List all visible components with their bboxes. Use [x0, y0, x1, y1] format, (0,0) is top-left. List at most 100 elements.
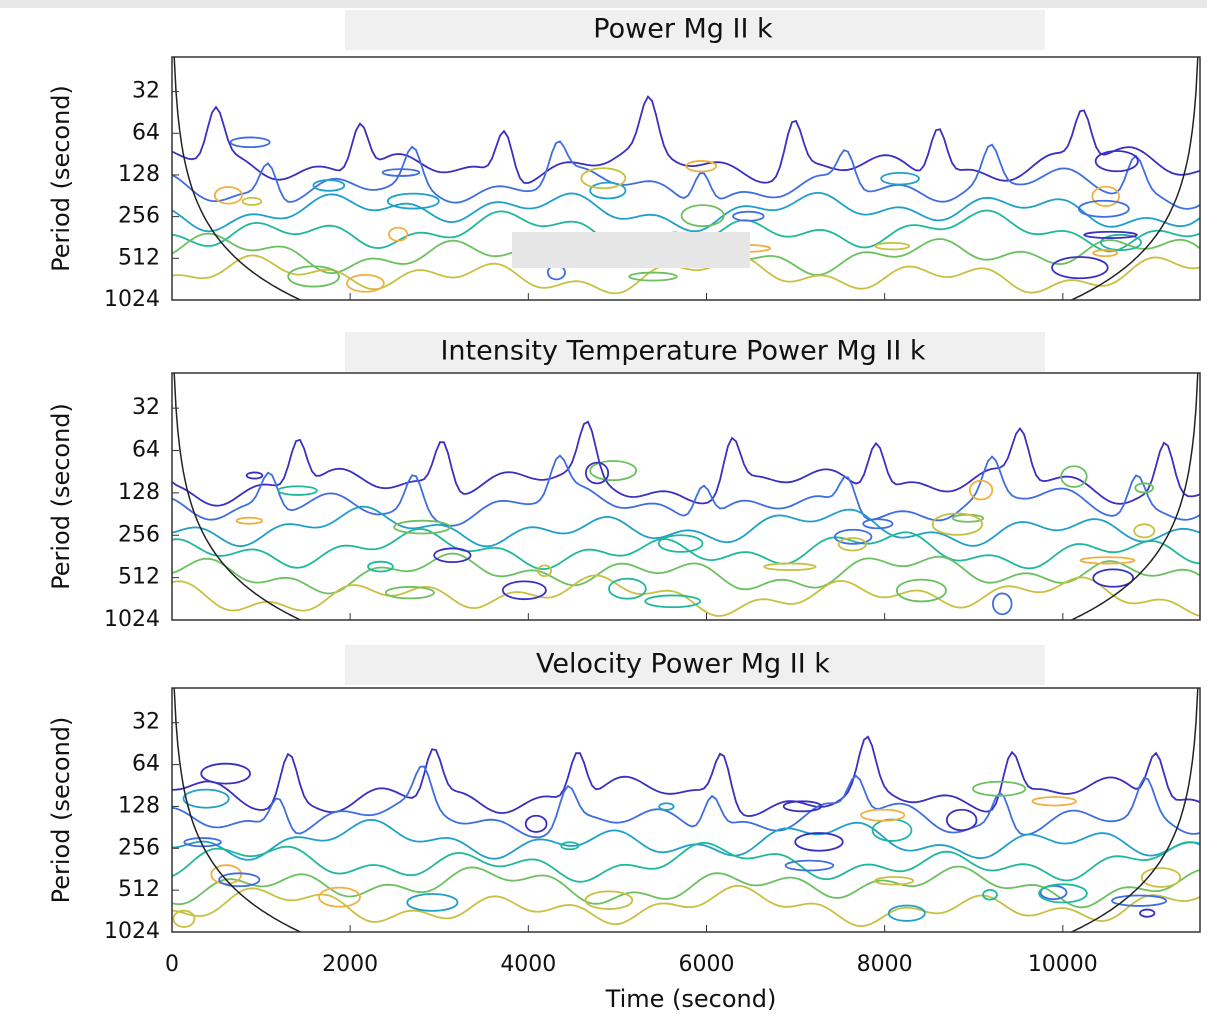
contour-loop: [235, 516, 264, 525]
y-tick-label: 256: [118, 522, 160, 547]
contour-loop: [874, 242, 911, 251]
contour-line: [172, 254, 1200, 295]
contour-loop: [657, 534, 704, 553]
contours: [172, 373, 1200, 620]
plot-frame: [171, 372, 1201, 621]
contour-loop: [589, 181, 627, 200]
contour-line: [172, 574, 1200, 617]
contour-loop: [1133, 523, 1156, 539]
contour-loop: [406, 893, 459, 912]
title-band: [345, 332, 1045, 372]
contour-loop: [388, 226, 409, 242]
contour-loop: [1079, 556, 1136, 565]
contour-loop: [1134, 482, 1155, 494]
contour-loop: [874, 876, 915, 886]
contour-loop: [1051, 256, 1109, 280]
contour-loop: [794, 832, 844, 852]
contour-loop: [862, 518, 894, 530]
x-tick-label: 2000: [322, 952, 378, 977]
contour-loop: [784, 859, 835, 872]
contour-loop: [580, 167, 627, 190]
y-tick-label: 512: [118, 877, 160, 902]
contour-loop: [537, 564, 553, 578]
contour-loop: [200, 762, 251, 785]
contour-loop: [680, 204, 725, 228]
cone-of-influence: [1069, 688, 1200, 932]
plot-frame: [171, 687, 1201, 933]
y-axis-label: Period (second): [47, 403, 75, 590]
y-tick-label: 128: [118, 480, 160, 505]
y-tick-label: 1024: [104, 287, 160, 312]
contour-line: [172, 865, 1200, 909]
contour-loop: [524, 814, 548, 833]
contour-loop: [608, 577, 647, 600]
contour-loop: [584, 461, 610, 485]
contours: [172, 688, 1200, 932]
cone-of-influence: [172, 688, 303, 932]
contour-loop: [589, 460, 638, 482]
plot-frame: [171, 56, 1201, 301]
contour-loop: [968, 479, 994, 501]
contour-loop: [991, 592, 1013, 616]
y-tick-label: 32: [132, 710, 160, 735]
panel-title: Power Mg II k: [593, 14, 773, 45]
contour-line: [172, 884, 1200, 928]
title-band: [345, 645, 1045, 685]
contour-loop: [644, 594, 702, 609]
contour-line: [172, 552, 1200, 595]
cropped-header: [0, 0, 1207, 8]
redaction: [512, 232, 750, 268]
x-tick-label: 4000: [500, 952, 556, 977]
contour-loop: [277, 485, 318, 496]
y-tick-label: 256: [118, 835, 160, 860]
y-axis-label: Period (second): [47, 85, 75, 272]
contour-loop: [172, 909, 196, 928]
cone-of-influence: [1069, 57, 1200, 300]
contour-loop: [584, 890, 634, 910]
y-tick-label: 32: [132, 79, 160, 104]
contour-loop: [182, 788, 230, 809]
contour-loop: [1139, 908, 1156, 918]
contour-loop: [312, 179, 346, 192]
contour-loop: [1077, 199, 1130, 218]
contour-loop: [218, 872, 261, 888]
contour-loop: [1099, 233, 1143, 251]
y-tick-label: 64: [132, 120, 160, 145]
cone-of-influence: [172, 373, 303, 620]
contour-loop: [393, 519, 451, 535]
contour-loop: [560, 841, 580, 851]
contour-loop: [318, 886, 361, 908]
contour-loop: [982, 888, 998, 901]
title-band: [345, 10, 1045, 50]
y-tick-label: 128: [118, 793, 160, 818]
contour-line: [172, 420, 1200, 507]
contour-loop: [433, 547, 472, 564]
y-tick-label: 512: [118, 565, 160, 590]
contour-loop: [860, 808, 906, 822]
contour-loop: [1111, 894, 1168, 907]
y-tick-label: 128: [118, 162, 160, 187]
contour-loop: [381, 168, 421, 177]
contour-line: [172, 505, 1200, 548]
cone-of-influence: [1069, 373, 1200, 620]
contour-loop: [384, 586, 435, 600]
contour-line: [172, 192, 1200, 233]
x-tick-label: 6000: [678, 952, 734, 977]
contour-loop: [1031, 796, 1077, 807]
contour-loop: [658, 802, 675, 811]
contour-loop: [685, 160, 718, 173]
contour-loop: [245, 471, 264, 480]
contour-loop: [833, 528, 873, 545]
contour-loop: [1094, 150, 1139, 173]
cone-of-influence: [172, 57, 303, 300]
contour-loop: [1140, 867, 1182, 888]
contour-loop: [895, 578, 947, 603]
contour-loop: [367, 560, 394, 573]
plot-area: [172, 373, 1200, 620]
contour-loop: [1092, 568, 1135, 588]
contour-line: [172, 454, 1200, 527]
x-axis-label: Time (second): [605, 985, 777, 1013]
contour-loop: [229, 136, 271, 149]
contour-loop: [386, 192, 440, 210]
